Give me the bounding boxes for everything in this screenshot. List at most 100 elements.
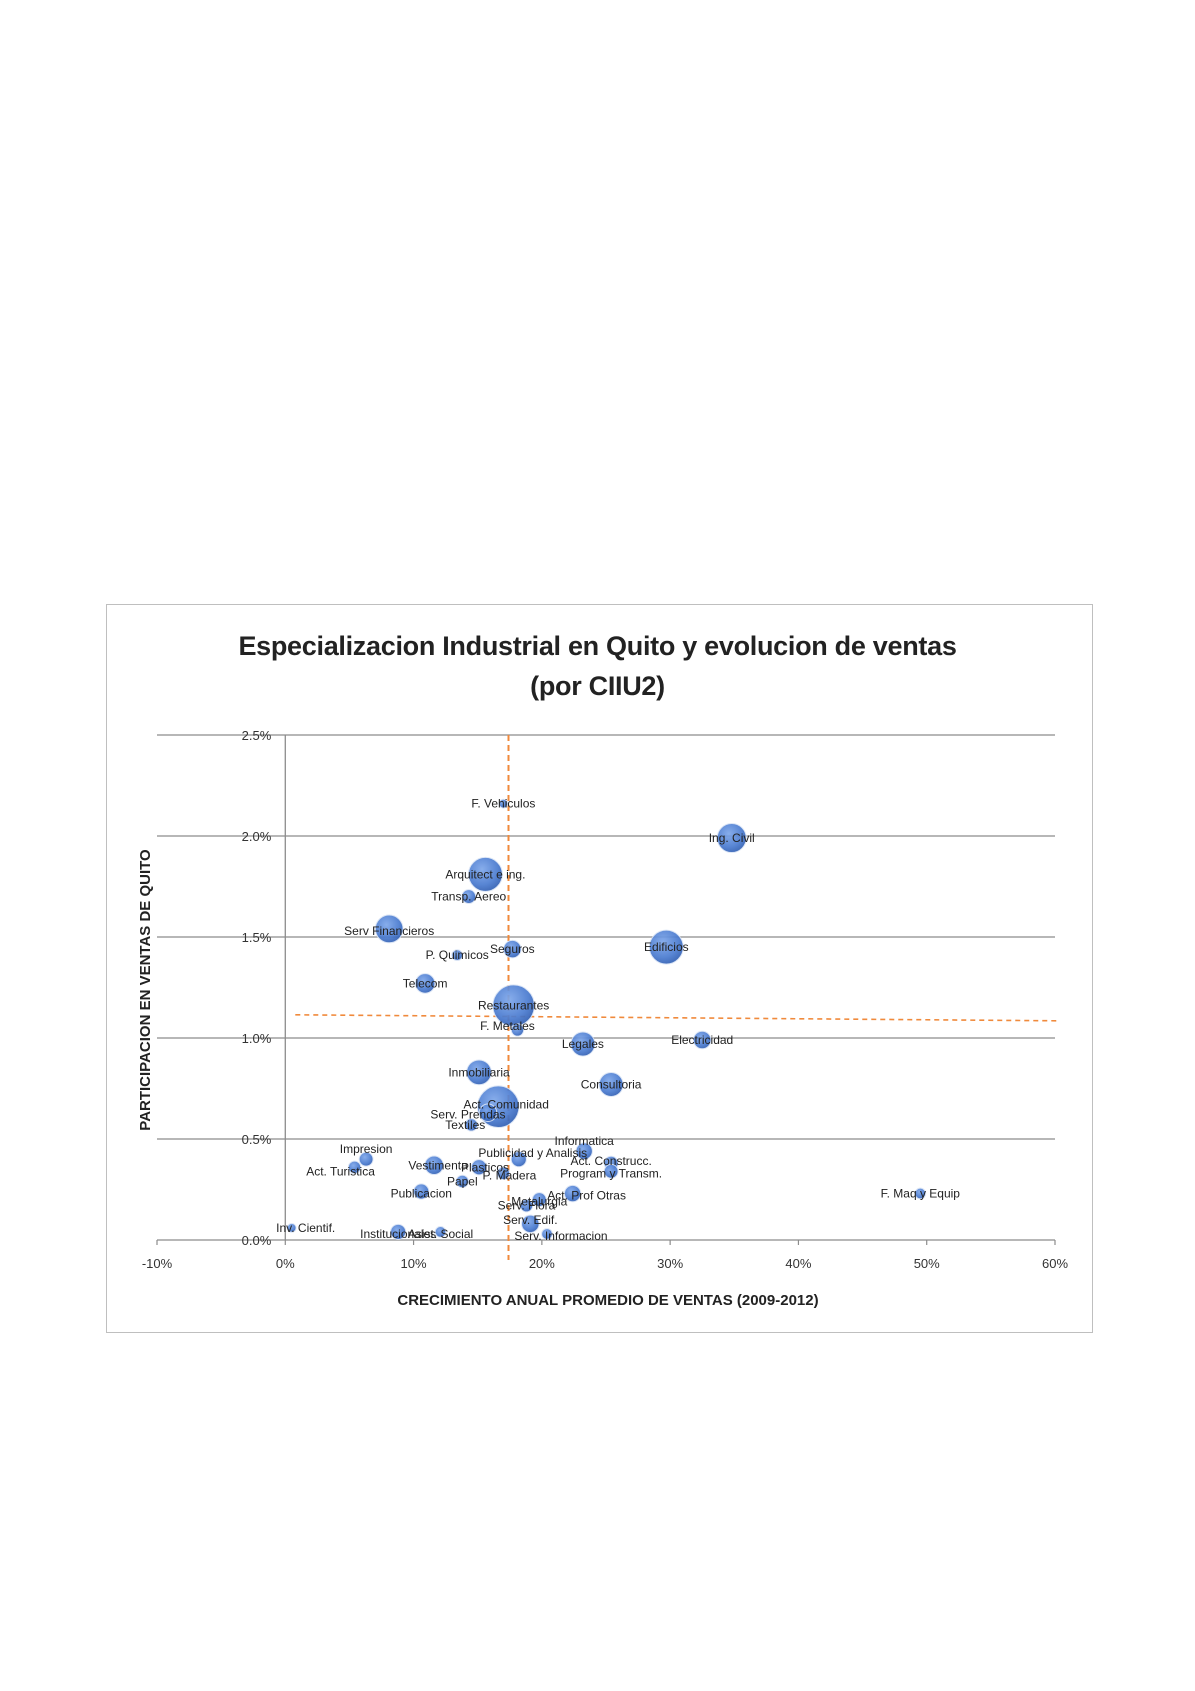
y-axis-title: PARTICIPACION EN VENTAS DE QUITO xyxy=(137,849,154,1131)
bubble-point xyxy=(413,1183,430,1200)
bubble-point xyxy=(510,1023,525,1037)
bubble-point xyxy=(286,1222,297,1233)
bubble-label: Consultoria xyxy=(581,1077,642,1091)
bubble-point xyxy=(466,1059,492,1086)
x-tick-label: 30% xyxy=(657,1256,683,1271)
chart-title-block: Especializacion Industrial en Quito y ev… xyxy=(0,626,1195,706)
x-tick-label: 40% xyxy=(785,1256,811,1271)
bubble-label: Serv Financieros xyxy=(344,924,434,938)
bubble-label: Act. Prof Otras xyxy=(547,1189,626,1203)
bubble-label: Edificios xyxy=(644,940,689,954)
bubble-point xyxy=(347,1160,362,1174)
bubble-point xyxy=(541,1228,553,1240)
bubble-label: Act. Construcc. xyxy=(570,1154,651,1168)
bubble-label: Serv. Edif. xyxy=(503,1213,557,1227)
x-tick-label: 50% xyxy=(914,1256,940,1271)
bubble-point xyxy=(434,1226,447,1238)
bubble-point xyxy=(390,1223,407,1241)
bubble-point xyxy=(358,1151,374,1167)
bubble-point xyxy=(914,1187,927,1200)
bubble-label: Arquitect e ing. xyxy=(445,867,525,881)
bubble-point xyxy=(519,1198,534,1213)
bubble-label: Papel xyxy=(447,1174,478,1188)
y-tick-label: 0.5% xyxy=(242,1132,272,1147)
bubble-label: Metalurgia xyxy=(511,1195,567,1209)
y-tick-label: 2.0% xyxy=(242,829,272,844)
bubble-label: F. Metales xyxy=(480,1019,535,1033)
bubble-label: Transp. Aereo xyxy=(431,890,506,904)
bubble-label: Inv. Cientif. xyxy=(276,1221,335,1235)
bubble-point xyxy=(498,798,509,809)
grid-lines xyxy=(157,734,1055,1241)
bubble-label: Act. Turistica xyxy=(306,1164,375,1178)
bubble-point xyxy=(716,822,747,854)
bubble-label: Impresion xyxy=(340,1142,393,1156)
bubble-label: Institucionales xyxy=(360,1227,436,1241)
bubble-label: Program y Transm. xyxy=(560,1166,662,1180)
bubble-point xyxy=(424,1155,444,1176)
y-reference-line xyxy=(295,1014,1058,1022)
x-tick-label: 20% xyxy=(529,1256,555,1271)
x-tick-label: -10% xyxy=(142,1256,173,1271)
bubble-point xyxy=(461,889,477,905)
bubble-label: Serv. Prendas xyxy=(430,1108,505,1122)
x-axis-title: CRECIMIENTO ANUAL PROMEDIO DE VENTAS (20… xyxy=(397,1292,818,1309)
bubble-label: Ing. Civil xyxy=(709,831,755,845)
y-tick-label: 1.0% xyxy=(242,1031,272,1046)
y-tick-label: 0.0% xyxy=(242,1233,272,1248)
bubble-point xyxy=(648,929,684,965)
bubble-point xyxy=(575,1142,593,1160)
bubble-point xyxy=(496,1166,511,1181)
y-tick-label: 1.5% xyxy=(242,930,272,945)
bubble-label: Vestimenta xyxy=(408,1158,468,1172)
axes xyxy=(156,735,1056,1245)
bubble-label: Textiles xyxy=(445,1118,485,1132)
x-tick-label: 0% xyxy=(276,1256,295,1271)
bubble-label: F. Vehiculos xyxy=(471,797,535,811)
x-tick-label: 60% xyxy=(1042,1256,1068,1271)
bubble-label: Seguros xyxy=(490,942,535,956)
bubble-point xyxy=(455,1174,470,1189)
bubble-label: Inmobiliaria xyxy=(448,1065,510,1079)
bubble-label: Asist. Social xyxy=(408,1227,473,1241)
x-tick-label: 10% xyxy=(401,1256,427,1271)
chart-subtitle: (por CIIU2) xyxy=(530,671,665,701)
bubble-point xyxy=(570,1031,596,1057)
bubbles xyxy=(286,798,927,1241)
y-tick-label: 2.5% xyxy=(242,728,272,743)
reference-lines xyxy=(295,735,1058,1260)
bubble-point xyxy=(503,939,522,959)
bubble-label: Telecom xyxy=(403,976,448,990)
bubble-point xyxy=(563,1184,582,1203)
tick-labels: 0.0% 0.5% 1.0% 1.5% 2.0% 2.5% -10% 0% 10% 20% 30% 4… xyxy=(142,728,1069,1271)
bubble-point xyxy=(470,1159,488,1176)
bubble-label: Act. Comunidad xyxy=(464,1098,549,1112)
bubble-label: Serv. Flora xyxy=(498,1199,556,1213)
bubble-labels: F. Vehiculos Ing. Civil Arquitect e ing. Tr… xyxy=(276,797,960,1243)
bubble-label: Publicidad y Analisis xyxy=(478,1146,587,1160)
chart-frame xyxy=(106,604,1093,1333)
bubble-point xyxy=(692,1030,712,1050)
bubble-point xyxy=(374,914,404,944)
bubble-label: Electricidad xyxy=(671,1033,733,1047)
bubble-label: F. Maq y Equip xyxy=(881,1187,961,1201)
bubble-point xyxy=(603,1163,619,1179)
bubble-point xyxy=(414,973,436,994)
bubble-point xyxy=(521,1214,540,1234)
chart-title: Especializacion Industrial en Quito y ev… xyxy=(238,631,957,661)
bubble-point xyxy=(464,1118,478,1132)
bubble-point xyxy=(531,1192,547,1208)
bubble-label: Serv. Informacion xyxy=(514,1229,607,1243)
bubble-label: Informatica xyxy=(555,1134,615,1148)
bubble-point xyxy=(478,1103,498,1123)
bubble-label: Publicacion xyxy=(391,1187,452,1201)
bubble-point xyxy=(467,856,503,892)
bubble-point xyxy=(451,949,464,962)
bubble-label: Legales xyxy=(562,1037,604,1051)
bubble-label: Restaurantes xyxy=(478,999,549,1013)
bubble-label: P. Quimicos xyxy=(426,948,489,962)
bubble-label: Plasticos xyxy=(461,1160,509,1174)
bubble-point xyxy=(510,1151,527,1168)
bubble-point xyxy=(598,1071,624,1097)
